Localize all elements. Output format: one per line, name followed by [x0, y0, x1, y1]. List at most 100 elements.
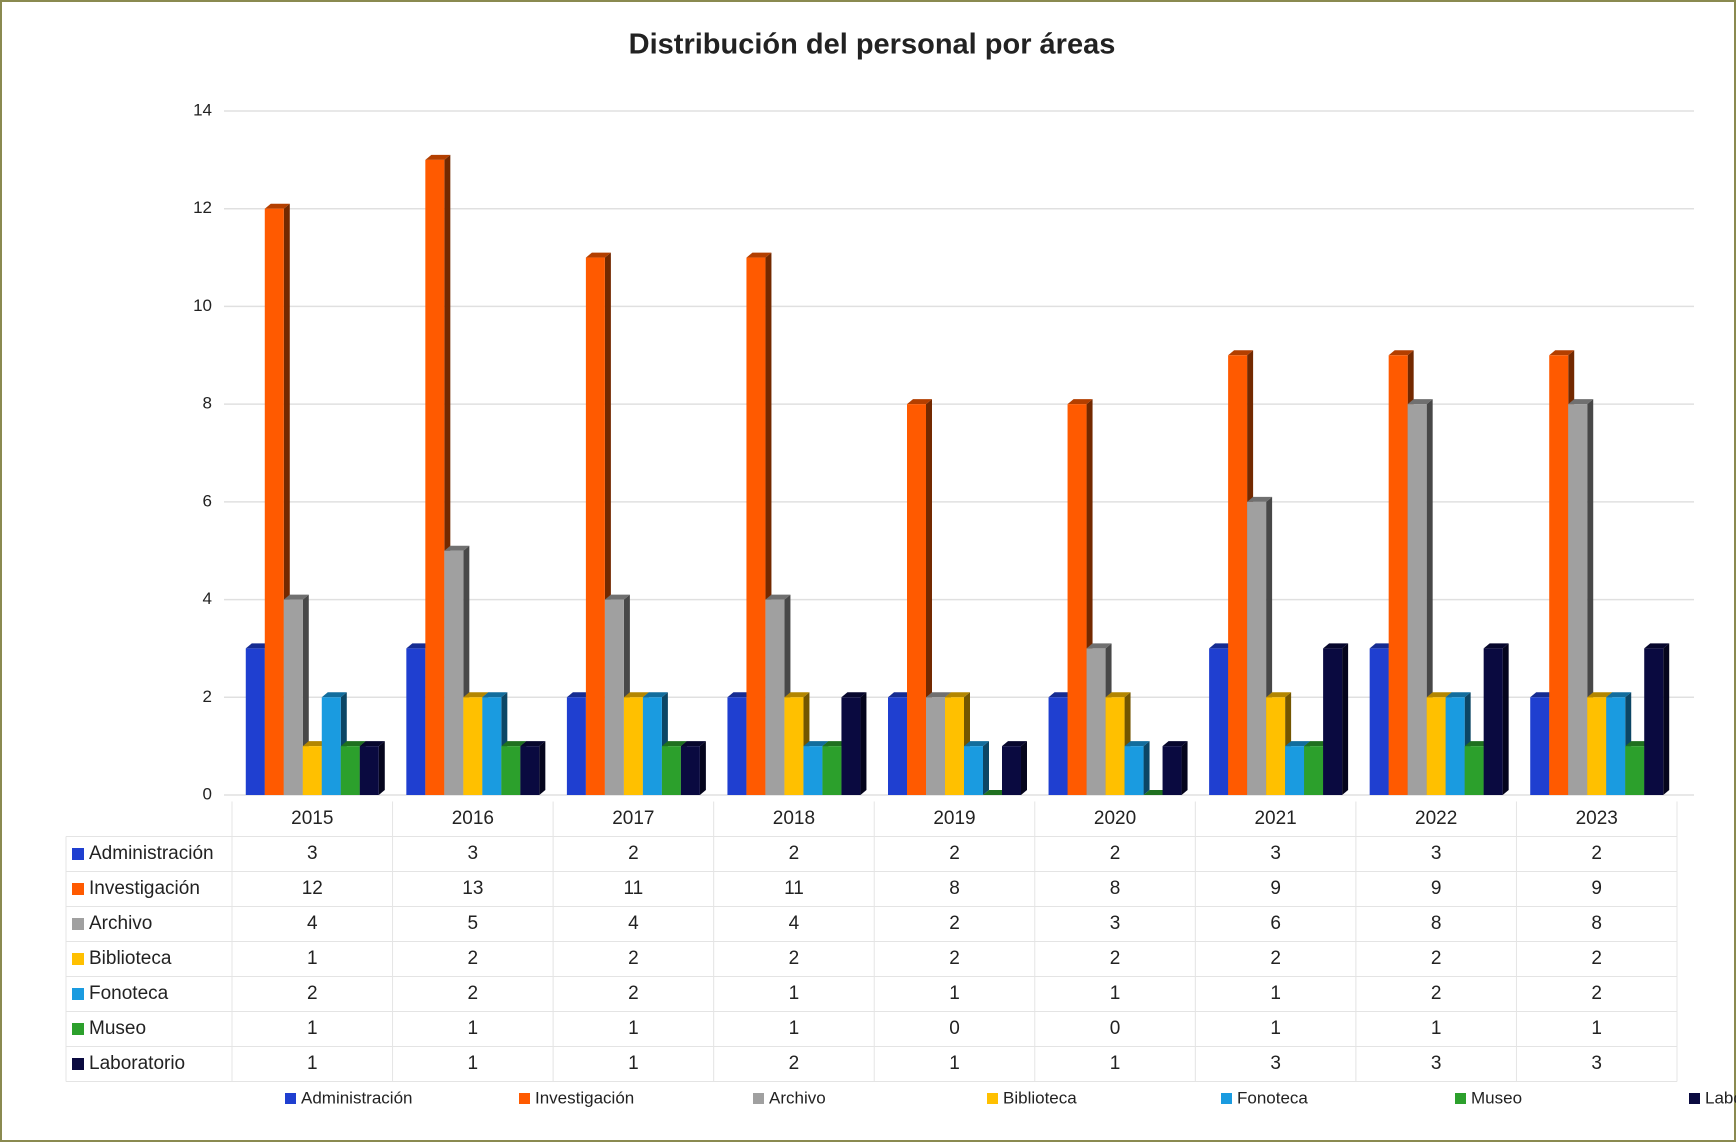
bar-top [1304, 741, 1330, 747]
bar [359, 746, 379, 795]
bar [245, 648, 265, 795]
bar [604, 599, 624, 795]
bar [964, 746, 983, 795]
table-cell: 8 [949, 878, 960, 899]
table-cell: 0 [1110, 1018, 1121, 1039]
bar [784, 697, 804, 795]
bar-top [425, 154, 451, 160]
x-tick-label: 2018 [773, 808, 815, 829]
bar [1530, 697, 1550, 795]
table-cell: 0 [949, 1018, 960, 1039]
bar-top [1105, 692, 1131, 698]
bar-top [907, 399, 932, 405]
bar-side [378, 741, 385, 795]
bar-top [964, 741, 989, 747]
bar-top [661, 741, 687, 747]
bar-side [860, 692, 867, 795]
table-cell: 4 [307, 913, 318, 934]
bar-top [1426, 692, 1452, 698]
x-tick-label: 2021 [1254, 808, 1296, 829]
bar [425, 159, 445, 795]
table-legend-key [72, 883, 84, 895]
table-row-label: Museo [89, 1018, 146, 1039]
bar [264, 208, 284, 795]
bar-top [566, 692, 592, 698]
table-cell: 11 [784, 878, 804, 899]
bar-top [1445, 692, 1471, 698]
x-tick-label: 2015 [291, 808, 333, 829]
bar-top [1644, 643, 1670, 649]
bar-side [1342, 643, 1349, 795]
bar-side [1021, 741, 1027, 795]
legend-key [1455, 1093, 1466, 1104]
bar [1388, 355, 1408, 795]
table-cell: 2 [628, 983, 639, 1004]
table-cell: 1 [1270, 983, 1281, 1004]
bar [1067, 404, 1087, 795]
bar [1285, 746, 1305, 795]
bar-top [1625, 741, 1651, 747]
table-legend-key [72, 1058, 84, 1070]
table-cell: 2 [949, 948, 960, 969]
table-cell: 1 [468, 1053, 479, 1074]
bar [765, 599, 785, 795]
bar [907, 404, 926, 795]
bar-top [1323, 643, 1349, 649]
table-cell: 3 [1431, 1053, 1442, 1074]
table-cell: 3 [1270, 843, 1281, 864]
legend-key [1221, 1093, 1232, 1104]
table-cell: 2 [1110, 948, 1121, 969]
bar [1445, 697, 1465, 795]
bar [1549, 355, 1569, 795]
table-cell: 2 [949, 913, 960, 934]
bar-top [945, 692, 970, 698]
table-cell: 1 [468, 1018, 479, 1039]
bar [283, 599, 303, 795]
bar-top [926, 692, 951, 698]
bar [1323, 648, 1343, 795]
bar-side [983, 741, 989, 795]
bar [1568, 404, 1588, 795]
bar [1464, 746, 1484, 795]
bar [1105, 697, 1125, 795]
table-row-label: Laboratorio [89, 1053, 185, 1074]
bar-top [680, 741, 706, 747]
table-cell: 1 [1431, 1018, 1442, 1039]
y-tick-label: 0 [203, 784, 212, 803]
bar-top [406, 643, 432, 649]
legend-label: Archivo [769, 1088, 826, 1107]
bar-top [283, 594, 309, 600]
bar-top [1464, 741, 1490, 747]
bar-top [822, 741, 848, 747]
table-cell: 3 [468, 843, 479, 864]
bar [406, 648, 426, 795]
bar [1247, 501, 1267, 795]
table-cell: 9 [1431, 878, 1442, 899]
bar-top [888, 692, 913, 698]
table-cell: 9 [1591, 878, 1602, 899]
bar [841, 697, 861, 795]
table-cell: 1 [789, 1018, 800, 1039]
bar-top [245, 643, 271, 649]
table-cell: 2 [789, 843, 800, 864]
table-row-label: Administración [89, 843, 214, 864]
x-tick-label: 2020 [1094, 808, 1136, 829]
x-tick-label: 2022 [1415, 808, 1457, 829]
bar-top [1587, 692, 1613, 698]
table-cell: 8 [1591, 913, 1602, 934]
bar-top [1002, 741, 1027, 747]
table-cell: 2 [1591, 948, 1602, 969]
table-cell: 5 [468, 913, 479, 934]
bar-top [1143, 790, 1169, 795]
bar-top [585, 252, 611, 258]
y-tick-label: 8 [203, 394, 212, 413]
bar-side [699, 741, 706, 795]
table-cell: 2 [1591, 843, 1602, 864]
bar-top [1568, 399, 1594, 405]
table-cell: 1 [789, 983, 800, 1004]
legend-key [1689, 1093, 1700, 1104]
table-cell: 8 [1431, 913, 1442, 934]
bar-top [1483, 643, 1509, 649]
bar [302, 746, 322, 795]
bar-top [444, 545, 470, 551]
